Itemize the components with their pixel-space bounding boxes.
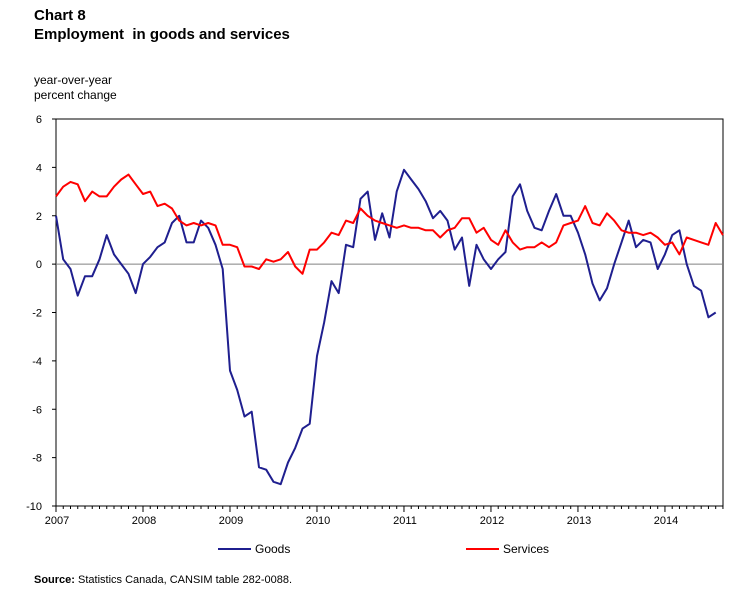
- source-text: Statistics Canada, CANSIM table 282-0088…: [74, 574, 293, 586]
- y-tick-label: 4: [36, 162, 42, 174]
- x-tick-label: 2010: [306, 515, 330, 527]
- x-tick-label: 2011: [393, 515, 417, 527]
- series-line-services: [55, 173, 724, 275]
- x-tick-label: 2009: [219, 515, 243, 527]
- y-axis-title: year-over-year percent change: [34, 73, 117, 103]
- y-axis-title-line1: year-over-year: [34, 73, 113, 87]
- y-tick-label: -8: [32, 453, 42, 465]
- chart-heading: Employment in goods and services: [34, 26, 290, 43]
- plot-frame: [55, 118, 724, 507]
- x-tick-label: 2008: [132, 515, 156, 527]
- x-tick-label: 2013: [567, 515, 591, 527]
- source-note: Source: Statistics Canada, CANSIM table …: [34, 574, 292, 586]
- x-tick-label: 2007: [45, 515, 69, 527]
- y-tick-label: -4: [32, 356, 42, 368]
- y-tick-label: 6: [36, 114, 42, 126]
- x-tick-label: 2014: [654, 515, 678, 527]
- series-line-goods: [55, 168, 717, 486]
- y-axis-title-line2: percent change: [34, 88, 117, 102]
- source-label: Source:: [34, 574, 75, 586]
- legend: Goods Services: [218, 542, 549, 556]
- y-tick-label: 0: [36, 259, 42, 271]
- plot-area: -10 -8 -6 -4 -2 0 2 4 6 2007 2008 2009 2010 2011 2012 2…: [26, 114, 724, 527]
- x-tick-label: 2012: [480, 515, 504, 527]
- y-tick-label: 2: [36, 211, 42, 223]
- chart-title: Chart 8 Employment in goods and services: [34, 6, 290, 44]
- y-tick-label: -10: [26, 501, 42, 513]
- y-tick-label: -2: [32, 308, 42, 320]
- chart-number: Chart 8: [34, 7, 86, 24]
- legend-label-services: Services: [503, 542, 549, 556]
- legend-label-goods: Goods: [255, 542, 290, 556]
- y-tick-label: -6: [32, 404, 42, 416]
